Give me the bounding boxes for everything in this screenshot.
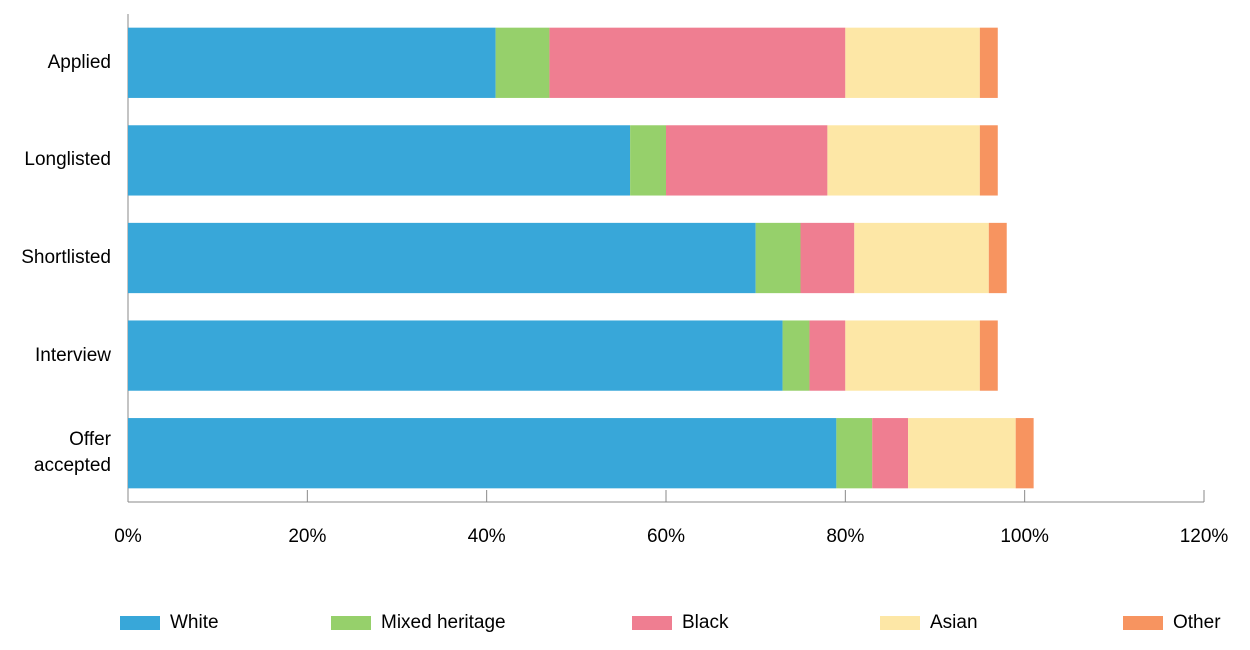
bar-segment: [128, 418, 837, 489]
legend-swatch: [120, 616, 160, 630]
x-tick-label: 100%: [1000, 526, 1049, 547]
bar-segment: [845, 27, 980, 98]
bar-segment: [979, 125, 998, 196]
bar-segment: [128, 320, 783, 391]
bar-segment: [755, 222, 801, 294]
x-tick-label: 40%: [468, 526, 506, 547]
bar-segment: [666, 125, 828, 196]
x-tick-label: 0%: [114, 526, 142, 547]
legend-swatch: [1123, 616, 1163, 630]
y-tick-label: Shortlisted: [21, 247, 111, 268]
legend-label: Black: [682, 612, 729, 633]
bar-segment: [128, 125, 631, 196]
bar-segment: [1015, 418, 1034, 489]
x-tick-label: 20%: [288, 526, 326, 547]
bar-segment: [854, 222, 989, 294]
legend-label: Other: [1173, 612, 1221, 633]
bar-segment: [630, 125, 666, 196]
legend-label: White: [170, 612, 219, 633]
bar-segment: [836, 418, 873, 489]
legend-swatch: [880, 616, 920, 630]
bar-segment: [549, 27, 846, 98]
bar-segment: [908, 418, 1016, 489]
x-tick-label: 60%: [647, 526, 685, 547]
legend-label: Mixed heritage: [381, 612, 506, 633]
bar-segment: [128, 222, 756, 294]
bar-segment: [782, 320, 810, 391]
x-tick-label: 80%: [826, 526, 864, 547]
legend-swatch: [331, 616, 371, 630]
y-tick-label: Applied: [47, 51, 111, 73]
legend-swatch: [632, 616, 672, 630]
y-tick-label: Offer accepted: [33, 429, 111, 477]
bar-segment: [979, 320, 998, 391]
y-tick-label: Longlisted: [24, 149, 111, 171]
bar-segment: [495, 27, 550, 98]
bar-segment: [800, 222, 855, 294]
x-tick-label: 120%: [1180, 526, 1229, 547]
bar-segment: [988, 222, 1007, 294]
bar-segment: [827, 125, 980, 196]
y-tick-label: Interview: [34, 344, 111, 366]
legend-label: Asian: [930, 612, 978, 633]
bar-segment: [845, 320, 980, 391]
bar-segment: [128, 27, 496, 98]
bar-segment: [809, 320, 846, 391]
bar-segment: [872, 418, 909, 489]
bar-segment: [979, 27, 998, 98]
